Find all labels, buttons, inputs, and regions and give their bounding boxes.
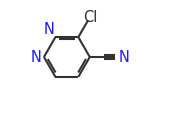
Text: N: N xyxy=(119,50,130,65)
Text: N: N xyxy=(30,50,41,65)
Text: N: N xyxy=(44,22,54,36)
Text: Cl: Cl xyxy=(83,10,97,25)
